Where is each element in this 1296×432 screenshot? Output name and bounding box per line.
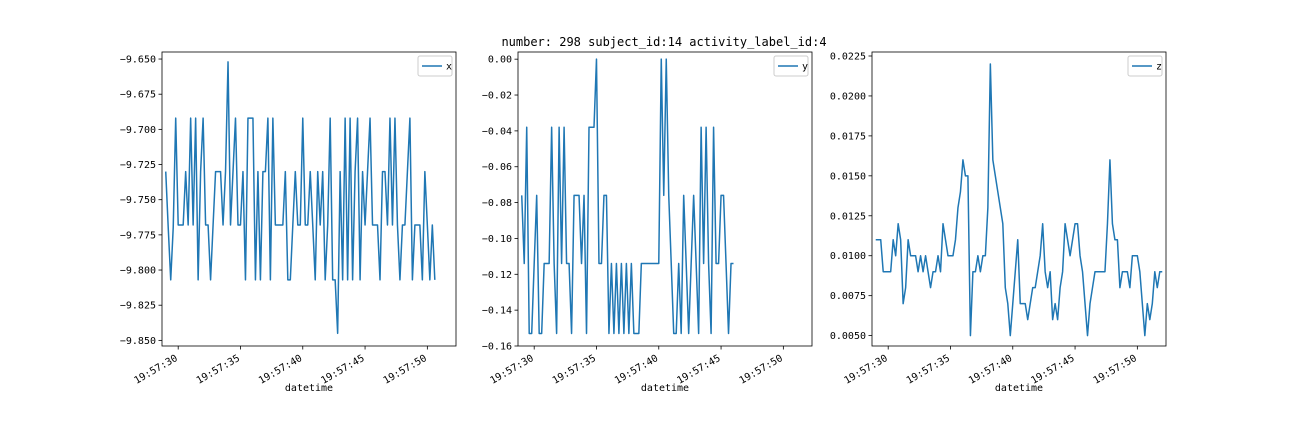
y-tick-label: −0.14 [482,306,512,317]
legend-z[interactable]: z [1127,55,1163,77]
y-tick-label: −9.725 [120,160,156,171]
y-tick-label: −9.825 [120,301,156,312]
xlabel-x: datetime [285,383,333,394]
y-tick-label: −9.800 [120,266,156,277]
y-tick-label: 0.0225 [830,51,866,62]
xlabel-z: datetime [995,383,1043,394]
y-tick-label: −0.04 [482,126,512,137]
y-tick-label: 0.0100 [830,251,866,262]
y-tick-label: −0.16 [482,342,512,353]
axes-frame [161,51,457,347]
y-tick-label: 0.0125 [830,211,866,222]
y-tick-label: 0.0050 [830,331,866,342]
y-tick-label: −9.650 [120,55,156,66]
series-line-x [164,61,436,335]
y-tick-label: −9.775 [120,230,156,241]
legend-y[interactable]: y [773,55,809,77]
y-tick-label: −0.12 [482,270,512,281]
y-tick-label: 0.00 [488,55,512,66]
y-tick-label: −0.10 [482,234,512,245]
figure-title: number: 298 subject_id:14 activity_label… [501,35,826,49]
xlabel-y: datetime [641,383,689,394]
y-tick-label: 0.0200 [830,91,866,102]
axes-frame [871,51,1167,347]
axes-frame [517,51,813,347]
y-tick-label: −9.750 [120,195,156,206]
y-tick-label: −0.06 [482,162,512,173]
y-tick-label: 0.0175 [830,131,866,142]
series-line-y [520,58,734,335]
legend-label-z: z [1156,62,1162,73]
legend-x[interactable]: x [417,55,453,77]
y-tick-label: 0.0075 [830,291,866,302]
y-tick-label: −0.02 [482,91,512,102]
y-tick-label: −9.700 [120,125,156,136]
legend-label-y: y [802,62,808,73]
legend-label-x: x [446,62,452,73]
y-tick-label: −9.850 [120,336,156,347]
y-tick-label: −0.08 [482,198,512,209]
y-tick-label: 0.0150 [830,171,866,182]
series-line-z [875,63,1163,337]
y-tick-label: −9.675 [120,90,156,101]
